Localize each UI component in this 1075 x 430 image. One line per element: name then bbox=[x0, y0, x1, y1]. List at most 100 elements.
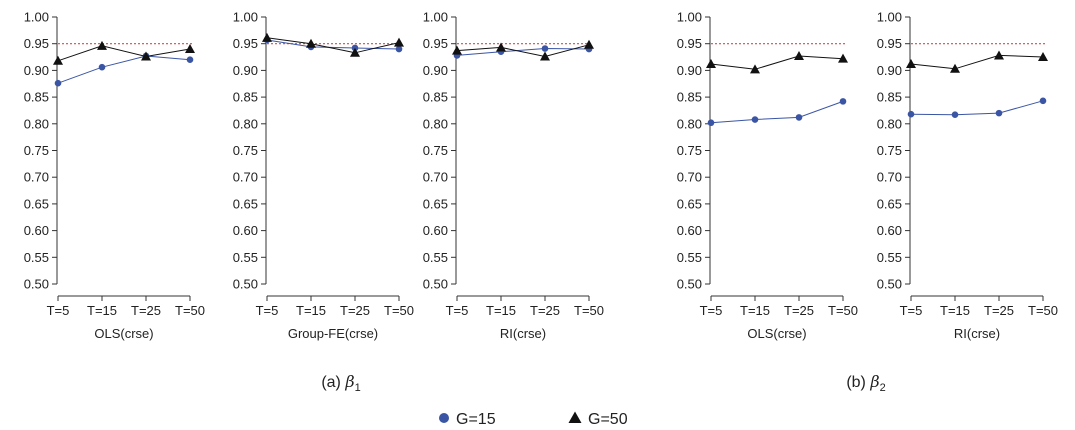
data-point-g50 bbox=[584, 39, 594, 49]
y-tick-label: 1.00 bbox=[24, 10, 49, 25]
y-tick-label: 0.95 bbox=[423, 36, 448, 51]
data-point-g50 bbox=[185, 44, 195, 54]
x-tick-label: T=15 bbox=[740, 303, 770, 318]
data-point-g15 bbox=[98, 63, 106, 71]
y-tick-label: 0.90 bbox=[24, 63, 49, 78]
y-tick-label: 0.90 bbox=[423, 63, 448, 78]
y-tick-label: 0.75 bbox=[423, 143, 448, 158]
caption-a: (a) β1 bbox=[321, 372, 360, 394]
y-tick-label: 0.75 bbox=[24, 143, 49, 158]
x-tick-label: T=15 bbox=[296, 303, 326, 318]
data-point-g50 bbox=[53, 55, 63, 65]
data-point-g50 bbox=[306, 38, 316, 48]
y-tick-label: 1.00 bbox=[677, 10, 702, 25]
y-tick-label: 0.95 bbox=[24, 36, 49, 51]
y-tick-label: 0.50 bbox=[233, 277, 258, 292]
x-tick-label: T=25 bbox=[131, 303, 161, 318]
y-tick-label: 0.85 bbox=[423, 90, 448, 105]
data-point-g50 bbox=[706, 58, 716, 68]
y-tick-label: 0.65 bbox=[423, 196, 448, 211]
y-tick-label: 0.75 bbox=[877, 143, 902, 158]
y-tick-label: 0.70 bbox=[877, 170, 902, 185]
caption-b-symbol: β bbox=[869, 372, 879, 391]
data-point-g50 bbox=[141, 51, 151, 61]
y-tick-label: 0.50 bbox=[677, 277, 702, 292]
y-tick-label: 0.65 bbox=[233, 196, 258, 211]
caption-b: (b) β2 bbox=[846, 372, 885, 394]
series-line-g50 bbox=[266, 37, 400, 54]
y-tick-label: 0.80 bbox=[423, 116, 448, 131]
data-point-g15 bbox=[795, 114, 803, 121]
legend: G=15 G=50 bbox=[439, 411, 628, 428]
x-axis-label: RI(crse) bbox=[954, 326, 1000, 341]
x-tick-label: T=50 bbox=[574, 303, 604, 318]
y-tick-label: 0.95 bbox=[677, 36, 702, 51]
y-tick-label: 0.55 bbox=[423, 250, 448, 265]
data-point-g15 bbox=[541, 45, 549, 52]
x-tick-label: T=15 bbox=[87, 303, 117, 318]
data-point-g15 bbox=[951, 111, 959, 119]
x-tick-label: T=50 bbox=[175, 303, 205, 318]
caption-b-label: (b) bbox=[846, 374, 870, 391]
y-tick-label: 0.90 bbox=[233, 63, 258, 78]
data-point-g50 bbox=[394, 37, 404, 47]
y-tick-label: 0.50 bbox=[423, 277, 448, 292]
data-point-g50 bbox=[994, 50, 1004, 60]
x-tick-label: T=5 bbox=[256, 303, 279, 318]
y-tick-label: 0.65 bbox=[24, 196, 49, 211]
series-line-g15 bbox=[910, 100, 1044, 116]
chart-panels: 0.50 0.55 0.60 0.65 0.70 0.75 0.80 0.85 0.90 0.95… bbox=[24, 10, 1058, 342]
y-tick-label: 0.80 bbox=[877, 116, 902, 131]
y-tick-label: 0.75 bbox=[677, 143, 702, 158]
x-tick-label: T=25 bbox=[784, 303, 814, 318]
data-point-g50 bbox=[496, 42, 506, 52]
data-point-g15 bbox=[839, 98, 847, 105]
y-tick-label: 0.50 bbox=[877, 277, 902, 292]
y-tick-label: 1.00 bbox=[233, 10, 258, 25]
y-tick-label: 0.80 bbox=[24, 116, 49, 131]
x-axis-label: OLS(crse) bbox=[747, 326, 806, 341]
y-tick-label: 0.85 bbox=[24, 90, 49, 105]
caption-a-subscript: 1 bbox=[355, 382, 361, 394]
y-tick-label: 0.85 bbox=[877, 90, 902, 105]
data-point-g50 bbox=[906, 58, 916, 68]
data-point-g50 bbox=[838, 53, 848, 63]
y-tick-label: 0.70 bbox=[423, 170, 448, 185]
data-point-g50 bbox=[262, 32, 272, 42]
x-tick-label: T=25 bbox=[530, 303, 560, 318]
y-tick-label: 0.90 bbox=[877, 63, 902, 78]
x-axis-label: RI(crse) bbox=[500, 326, 546, 341]
data-point-g50 bbox=[540, 51, 550, 61]
x-axis-label: OLS(crse) bbox=[94, 326, 153, 341]
series-line-g50 bbox=[57, 45, 191, 62]
data-point-g50 bbox=[97, 40, 107, 50]
series-line-g50 bbox=[910, 54, 1044, 70]
caption-b-subscript: 2 bbox=[880, 382, 886, 394]
legend-label-g15: G=15 bbox=[456, 411, 496, 428]
y-tick-label: 0.95 bbox=[233, 36, 258, 51]
data-point-g15 bbox=[1039, 97, 1047, 105]
y-tick-label: 0.60 bbox=[24, 223, 49, 238]
y-tick-label: 0.55 bbox=[677, 250, 702, 265]
legend-label-g50: G=50 bbox=[588, 411, 628, 428]
x-tick-label: T=50 bbox=[828, 303, 858, 318]
data-point-g50 bbox=[350, 47, 360, 57]
legend-marker-g50 bbox=[568, 411, 582, 423]
y-tick-label: 0.65 bbox=[677, 196, 702, 211]
data-point-g50 bbox=[1038, 52, 1048, 62]
y-tick-label: 0.60 bbox=[677, 223, 702, 238]
panel-1: 0.50 0.55 0.60 0.65 0.70 0.75 0.80 0.85 0.90 0.95… bbox=[24, 10, 205, 342]
series-line-g50 bbox=[456, 44, 590, 58]
x-tick-label: T=5 bbox=[446, 303, 469, 318]
y-tick-label: 0.80 bbox=[677, 116, 702, 131]
data-point-g15 bbox=[186, 56, 194, 64]
data-point-g15 bbox=[707, 119, 715, 127]
caption-a-symbol: β bbox=[344, 372, 354, 391]
y-tick-label: 0.55 bbox=[24, 250, 49, 265]
y-tick-label: 0.60 bbox=[877, 223, 902, 238]
data-point-g50 bbox=[794, 50, 804, 60]
series-line-g15 bbox=[456, 47, 590, 56]
y-tick-label: 0.85 bbox=[677, 90, 702, 105]
series-line-g15 bbox=[266, 39, 400, 50]
x-tick-label: T=25 bbox=[340, 303, 370, 318]
